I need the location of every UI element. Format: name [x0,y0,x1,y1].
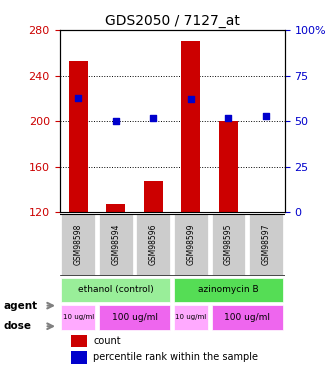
Bar [69,61,88,212]
FancyBboxPatch shape [174,214,208,275]
FancyBboxPatch shape [212,214,245,275]
Bar [107,204,125,212]
Text: percentile rank within the sample: percentile rank within the sample [93,352,258,362]
Text: GSM98597: GSM98597 [261,224,270,265]
Bar [71,351,87,364]
Text: agent: agent [3,301,37,310]
Point [76,94,81,100]
Bar [144,180,163,212]
FancyBboxPatch shape [99,305,170,330]
Point [263,113,268,119]
FancyBboxPatch shape [136,214,170,275]
Text: 100 ug/ml: 100 ug/ml [112,313,158,322]
Bar [219,121,238,212]
FancyBboxPatch shape [174,305,208,330]
Bar [181,41,200,212]
Point [113,118,118,124]
FancyBboxPatch shape [62,305,95,330]
FancyBboxPatch shape [174,278,283,302]
Text: count: count [93,336,121,346]
FancyBboxPatch shape [62,214,95,275]
Text: GSM98598: GSM98598 [74,224,83,265]
Text: dose: dose [3,321,31,331]
Text: GSM98594: GSM98594 [111,224,120,265]
Text: GSM98595: GSM98595 [224,224,233,265]
FancyBboxPatch shape [212,305,283,330]
FancyBboxPatch shape [99,214,133,275]
Point [151,115,156,121]
Point [188,96,194,102]
Title: GDS2050 / 7127_at: GDS2050 / 7127_at [105,13,240,28]
Text: 10 ug/ml: 10 ug/ml [63,314,94,320]
Text: 10 ug/ml: 10 ug/ml [175,314,207,320]
Point [226,115,231,121]
Text: azinomycin B: azinomycin B [198,285,259,294]
FancyBboxPatch shape [62,278,170,302]
Text: GSM98599: GSM98599 [186,224,195,265]
Bar [71,334,87,347]
FancyBboxPatch shape [249,214,283,275]
Text: 100 ug/ml: 100 ug/ml [224,313,270,322]
Text: GSM98596: GSM98596 [149,224,158,265]
Text: ethanol (control): ethanol (control) [78,285,154,294]
